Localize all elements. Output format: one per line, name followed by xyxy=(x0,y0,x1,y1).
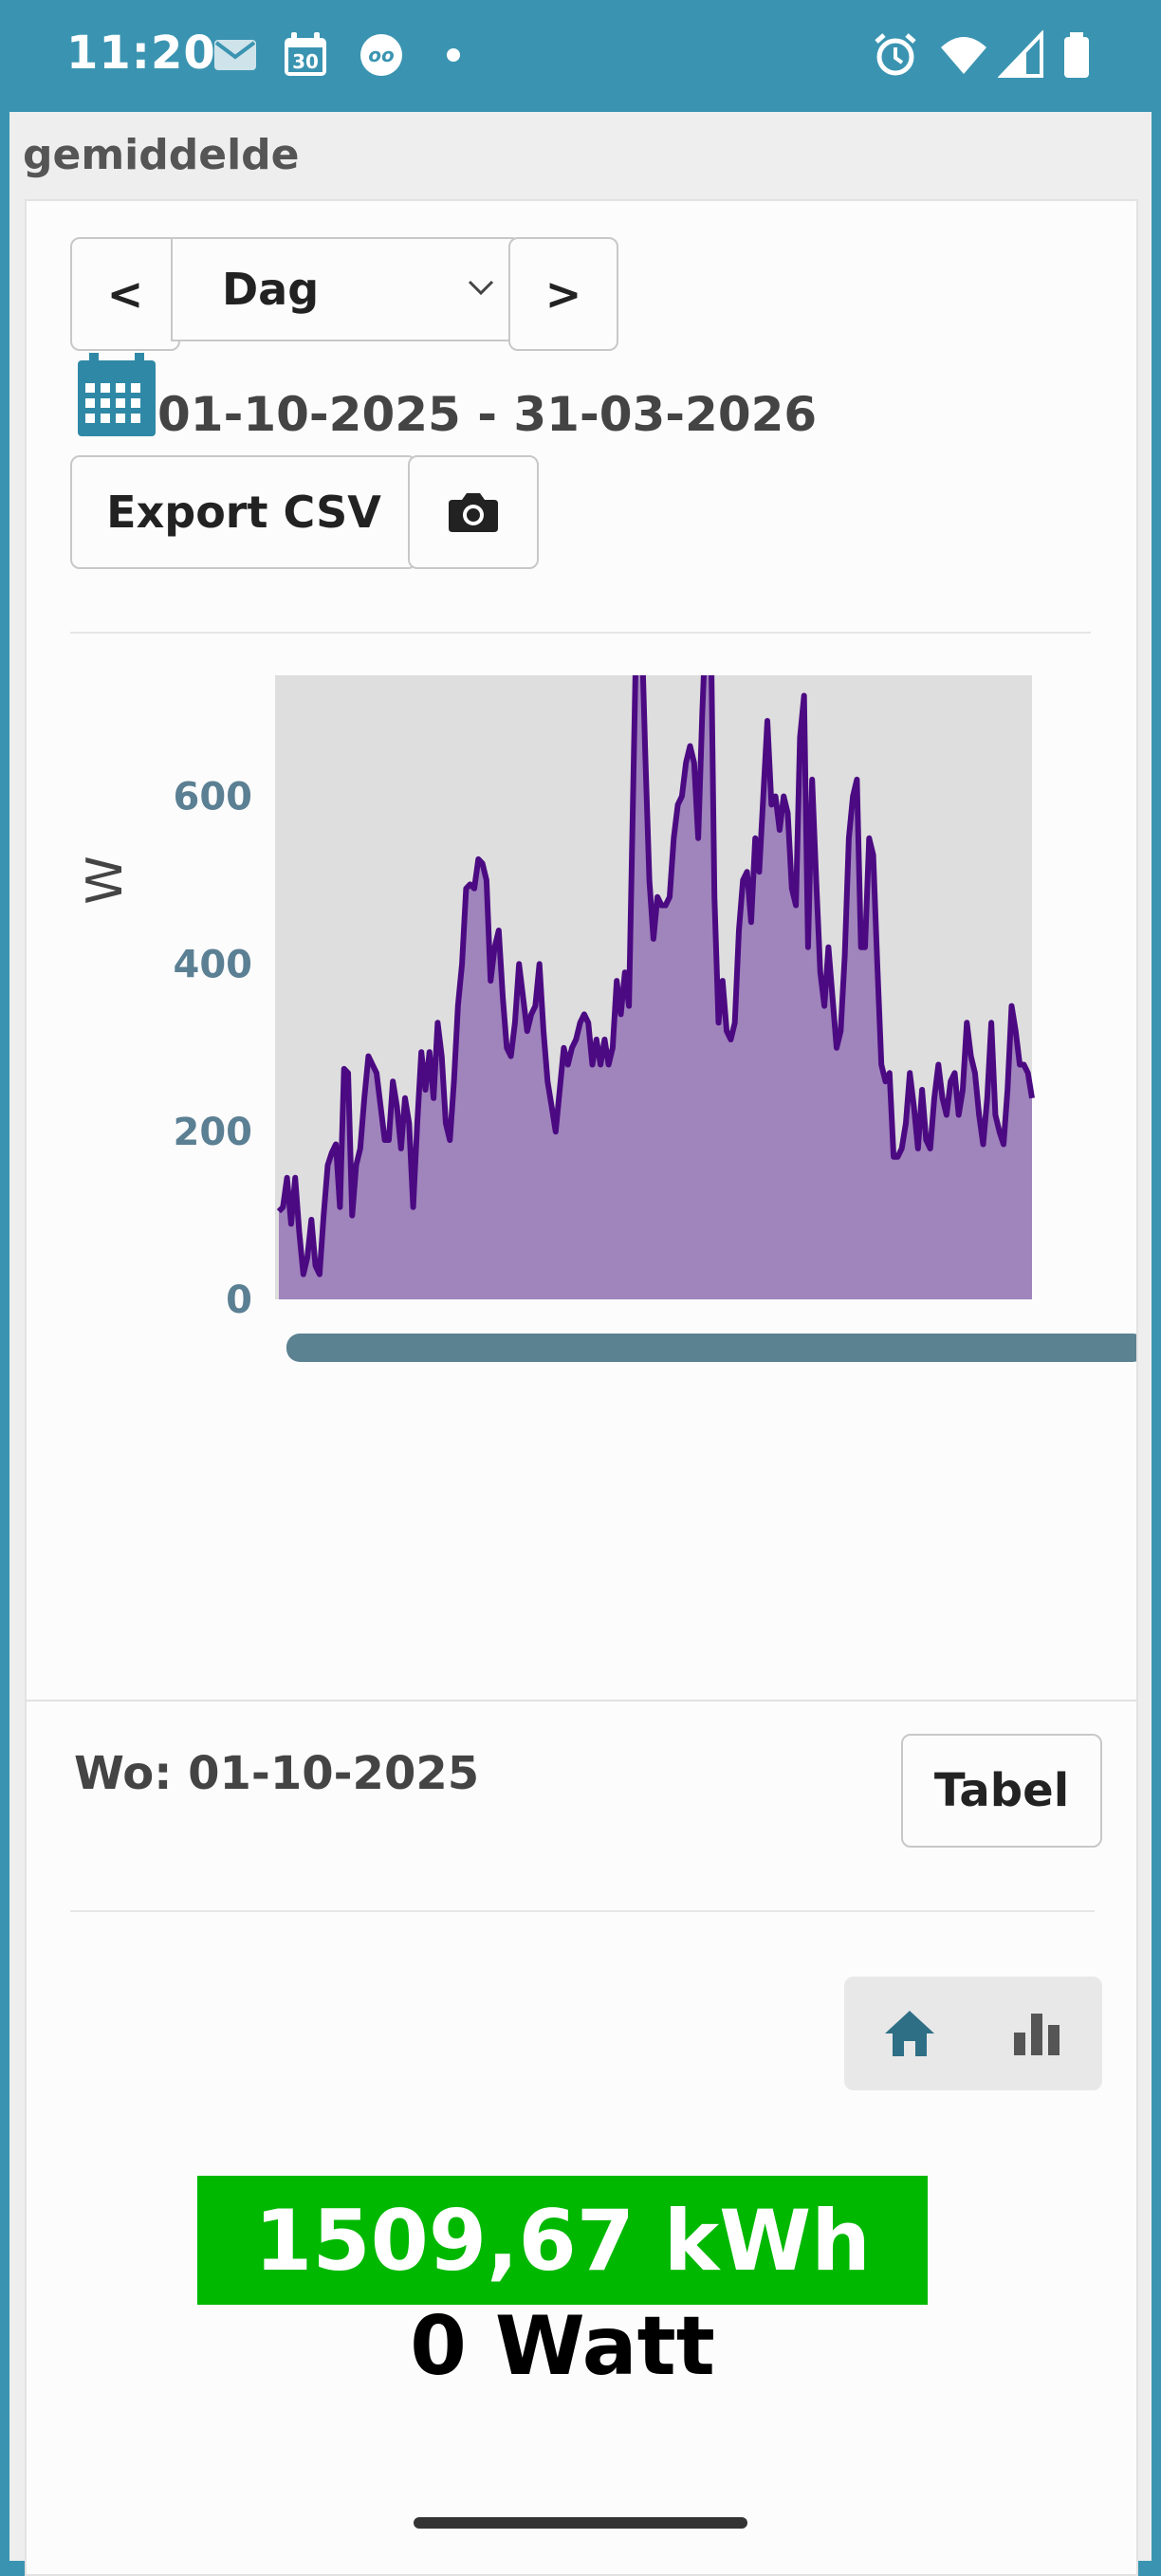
status-bar: 11:20 30 oo xyxy=(0,0,1161,112)
home-icon xyxy=(885,2011,934,2056)
y-tick-label: 200 xyxy=(174,1111,253,1154)
y-tick-label: 0 xyxy=(226,1279,252,1322)
current-power: 0 Watt xyxy=(410,2299,715,2394)
period-select[interactable]: Dag xyxy=(171,237,514,341)
y-tick-label: 600 xyxy=(174,776,253,819)
mail-icon xyxy=(214,40,256,70)
chart-view-button[interactable] xyxy=(971,1977,1102,2090)
selected-day-label: Wo: 01-10-2025 xyxy=(74,1747,480,1800)
wifi-icon xyxy=(941,37,986,74)
home-indicator[interactable] xyxy=(414,2517,747,2529)
power-area-chart[interactable]: 02004006008001000 W xyxy=(27,675,1136,1396)
signal-icon xyxy=(998,30,1043,78)
calendar-day-text: 30 xyxy=(292,50,319,73)
bar-chart-icon xyxy=(1014,2014,1060,2055)
dot-icon xyxy=(447,48,460,62)
export-csv-button[interactable]: Export CSV xyxy=(70,455,417,569)
calendar-icon[interactable] xyxy=(76,353,157,438)
alarm-icon xyxy=(875,33,916,76)
divider xyxy=(70,1910,1095,1912)
y-tick-label: 400 xyxy=(174,943,253,986)
series-line xyxy=(276,675,1035,1278)
camera-icon xyxy=(449,493,498,532)
divider xyxy=(70,632,1091,634)
date-range-text: 01-10-2025 - 31-03-2026 xyxy=(157,387,818,442)
chart-scrollbar[interactable] xyxy=(286,1334,1136,1362)
chart-card: < Dag > 01-10-2025 - 31-03-2026 Export C… xyxy=(25,199,1138,1802)
screenshot-button[interactable] xyxy=(408,455,539,569)
battery-icon xyxy=(1064,32,1089,78)
period-select-value: Dag xyxy=(222,264,320,315)
home-view-button[interactable] xyxy=(844,1977,975,2090)
chevron-down-icon xyxy=(468,280,494,296)
page-title: gemiddelde xyxy=(23,131,300,179)
app-content: gemiddelde < Dag > 01-10-2025 - 31-03-20… xyxy=(9,112,1152,2576)
calendar-icon: 30 xyxy=(285,32,326,76)
prev-period-button[interactable]: < xyxy=(70,237,180,351)
series-area xyxy=(279,675,1032,1299)
detail-card: Wo: 01-10-2025 Tabel 1509,67 kWh 0 Watt xyxy=(25,1700,1138,2576)
svg-text:oo: oo xyxy=(368,44,395,66)
status-time: 11:20 xyxy=(66,27,216,80)
voicemail-icon: oo xyxy=(360,34,402,76)
table-button[interactable]: Tabel xyxy=(901,1734,1102,1848)
y-axis-label: W xyxy=(77,856,134,904)
next-period-button[interactable]: > xyxy=(508,237,618,351)
energy-total: 1509,67 kWh xyxy=(197,2176,928,2305)
